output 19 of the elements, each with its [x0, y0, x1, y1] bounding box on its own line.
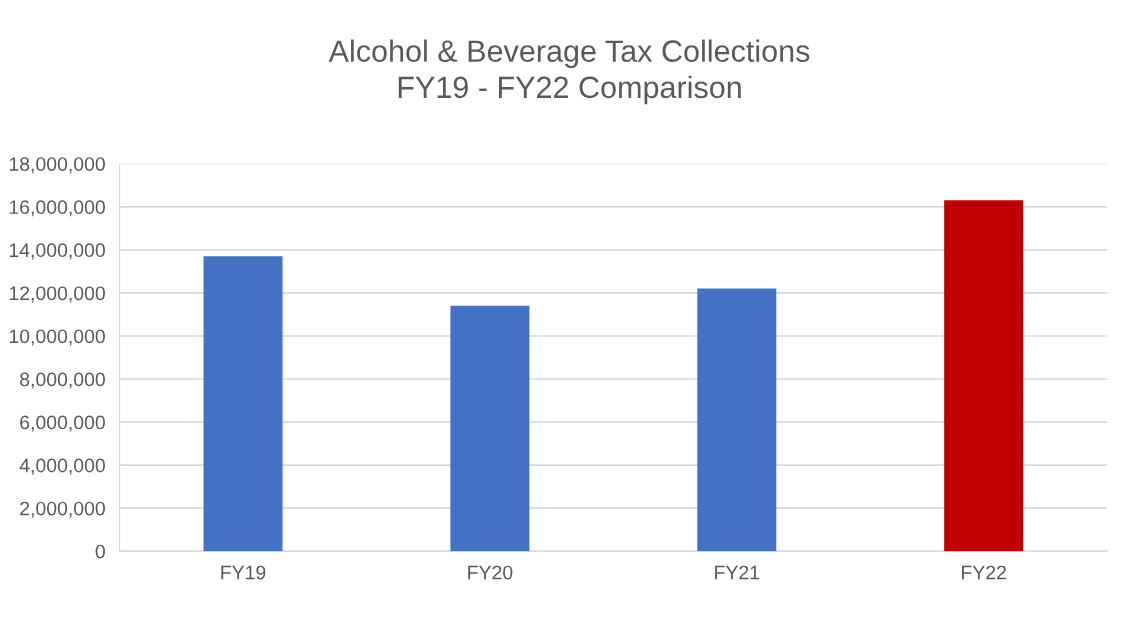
- y-tick-label: 14,000,000: [9, 243, 105, 260]
- y-tick-label: 6,000,000: [20, 415, 105, 432]
- y-tick-label: 2,000,000: [20, 501, 105, 518]
- bar: [697, 288, 777, 552]
- bar: [203, 256, 283, 552]
- y-tick-label: 10,000,000: [9, 329, 105, 346]
- y-tick-label: 18,000,000: [9, 157, 105, 174]
- x-tick-label: FY21: [715, 565, 760, 580]
- x-tick-label: FY19: [221, 565, 266, 580]
- x-tick-label: FY20: [468, 565, 513, 580]
- y-tick-label: 0: [95, 544, 105, 559]
- bar: [944, 200, 1024, 552]
- y-tick-label: 8,000,000: [20, 372, 105, 389]
- y-tick-label: 12,000,000: [9, 286, 105, 303]
- y-tick-label: 16,000,000: [9, 200, 105, 217]
- x-tick-label: FY22: [962, 565, 1006, 580]
- bar: [450, 305, 530, 552]
- y-tick-label: 4,000,000: [19, 458, 105, 475]
- chart-title: Alcohol & Beverage Tax Collections FY19 - FY22 Comparison: [328, 39, 810, 105]
